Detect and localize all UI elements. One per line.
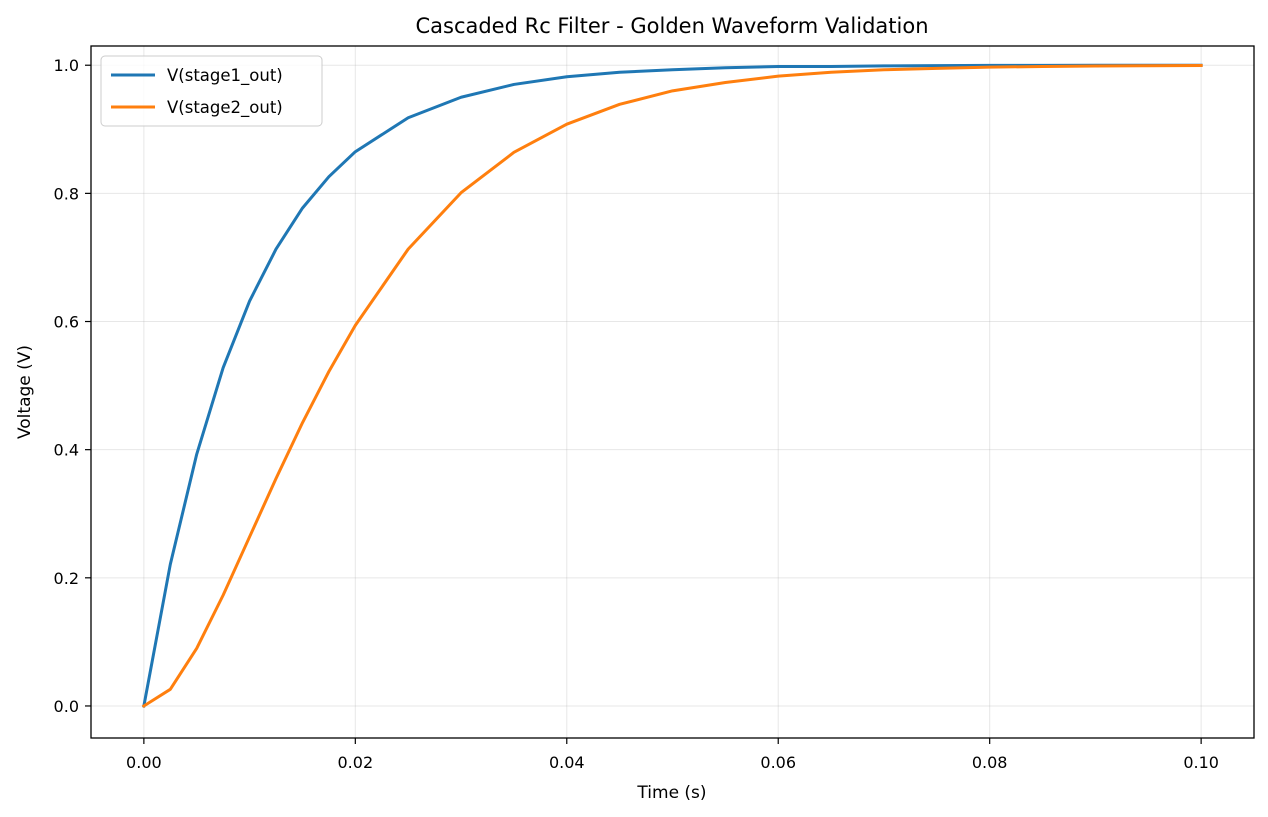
x-tick-label: 0.08 [972,753,1008,772]
y-axis-label: Voltage (V) [15,345,35,439]
y-tick-label: 1.0 [54,56,79,75]
legend-box [100,55,323,127]
y-tick-label: 0.8 [54,184,79,203]
y-tick-label: 0.6 [54,313,79,332]
grid [91,46,1254,738]
legend-label: V(stage1_out) [167,66,283,86]
x-axis-label: Time (s) [636,783,706,803]
x-tick-label: 0.02 [338,753,374,772]
axis-ticks: 0.00 0.02 0.04 0.06 0.08 0.10 0.0 0.2 0.4 0.6 0.8 1… [54,56,1219,772]
plot-frame [90,45,1255,739]
y-tick-label: 0.2 [54,569,79,588]
y-tick-label: 0.4 [54,441,79,460]
series-line-2 [141,64,1203,709]
x-tick-label: 0.00 [126,753,162,772]
series-line-1 [142,63,1203,708]
x-tick-label: 0.04 [549,753,585,772]
chart-title: Cascaded Rc Filter - Golden Waveform Val… [415,14,928,38]
x-tick-label: 0.10 [1183,753,1219,772]
legend-label: V(stage2_out) [167,98,283,118]
series-lines [141,63,1203,709]
x-tick-label: 0.06 [760,753,796,772]
legend: V(stage1_out) V(stage2_out) [100,55,323,127]
y-tick-label: 0.0 [54,697,79,716]
